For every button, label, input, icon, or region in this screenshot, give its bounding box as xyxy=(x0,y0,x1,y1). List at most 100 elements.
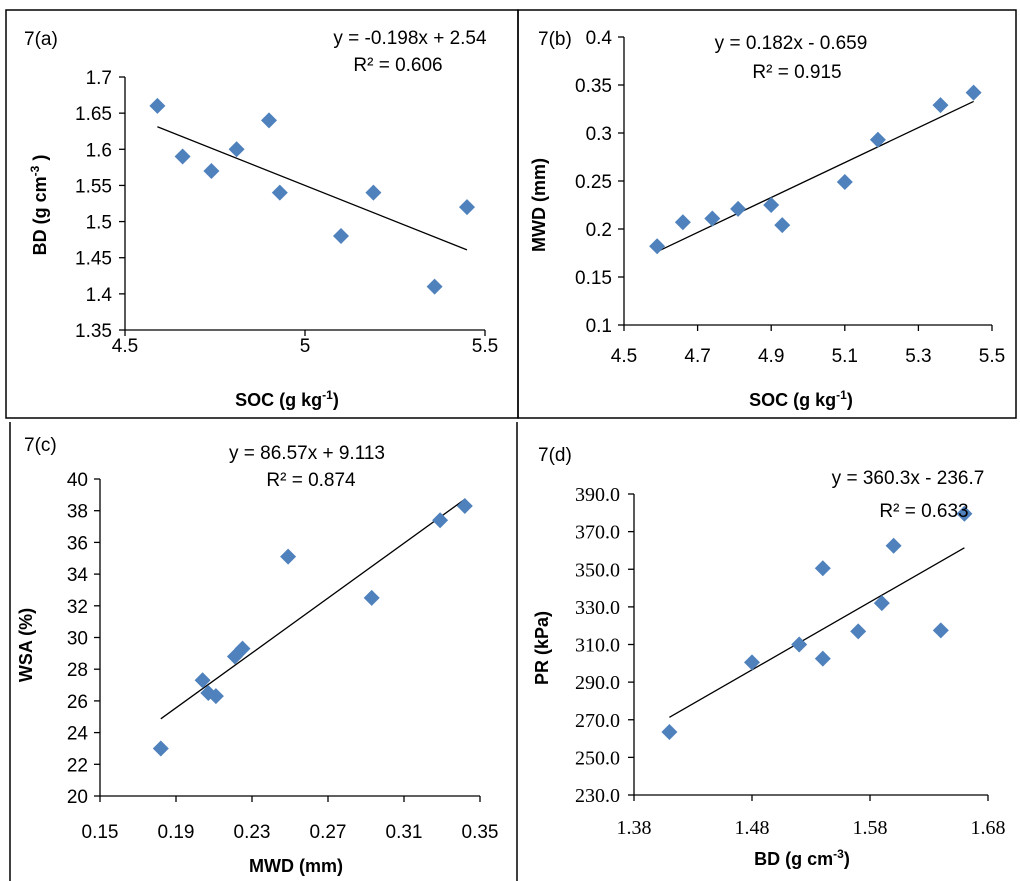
data-point xyxy=(873,595,890,612)
y-tick-label: 250.0 xyxy=(575,747,620,769)
y-tick-label: 1.7 xyxy=(86,68,112,89)
y-axis-title-text: MWD (mm) xyxy=(529,158,549,252)
x-axis-title: BD (g cm-3) xyxy=(754,847,850,869)
data-point xyxy=(174,148,191,165)
x-axis-title-end: ) xyxy=(844,849,850,869)
data-point xyxy=(234,640,251,657)
data-point xyxy=(744,654,760,671)
x-tick-label: 5.5 xyxy=(979,346,1005,367)
y-tick-label: 0.35 xyxy=(575,76,612,97)
y-tick-label: 1.35 xyxy=(75,321,112,342)
data-point xyxy=(194,672,211,689)
x-tick-label: 0.31 xyxy=(386,822,423,843)
y-tick-label: 1.6 xyxy=(86,140,112,161)
trendline xyxy=(157,126,468,251)
y-tick-label: 230.0 xyxy=(575,785,620,807)
y-tick-label: 0.15 xyxy=(575,268,612,289)
panel-label: 7(c) xyxy=(24,435,57,456)
y-axis-title: BD (g cm-3 ) xyxy=(28,155,50,256)
data-point xyxy=(956,505,973,522)
x-axis-title-sup: -3 xyxy=(833,847,844,861)
x-axis-title-text: SOC (g kg xyxy=(235,390,322,410)
trendline xyxy=(656,100,974,253)
x-tick-label: 1.48 xyxy=(735,817,770,839)
data-point xyxy=(704,210,721,227)
y-tick-label: 370.0 xyxy=(575,522,620,544)
trendline xyxy=(160,498,466,720)
y-tick-label: 30 xyxy=(67,629,88,650)
data-point xyxy=(271,184,288,201)
y-tick-label: 32 xyxy=(67,597,88,618)
data-point xyxy=(152,740,169,757)
x-tick-label: 1.58 xyxy=(853,817,888,839)
x-tick-label: 4.7 xyxy=(684,346,710,367)
trendline xyxy=(669,547,965,718)
x-axis-title-end: ) xyxy=(333,390,339,410)
x-tick-label: 4.9 xyxy=(758,346,784,367)
regression-equation: y = 0.182x - 0.659 xyxy=(715,33,868,54)
data-point xyxy=(885,537,902,554)
data-point xyxy=(791,636,808,653)
y-tick-label: 22 xyxy=(67,755,88,776)
data-point xyxy=(426,278,443,295)
x-tick-label: 0.15 xyxy=(82,822,119,843)
x-axis-title-text: BD (g cm xyxy=(754,849,833,869)
y-tick-label: 1.45 xyxy=(75,249,112,270)
panel-frame-b xyxy=(517,9,1017,419)
x-axis-title-text: SOC (g kg xyxy=(749,390,836,410)
data-point xyxy=(365,184,382,201)
data-point xyxy=(932,622,949,639)
x-axis-title: SOC (g kg-1) xyxy=(749,388,853,410)
x-axis-title-end: ) xyxy=(847,390,853,410)
y-tick-label: 390.0 xyxy=(575,484,620,506)
data-point xyxy=(456,497,473,514)
data-point xyxy=(814,560,831,577)
y-tick-label: 330.0 xyxy=(575,597,620,619)
y-axis-title: PR (kPa) xyxy=(532,611,552,685)
y-tick-label: 0.3 xyxy=(586,124,612,145)
x-axis-title-text: MWD (mm) xyxy=(249,856,343,876)
x-axis-title-sup: -1 xyxy=(836,388,847,402)
x-tick-label: 0.35 xyxy=(462,822,499,843)
data-point xyxy=(280,548,297,565)
y-tick-label: 0.4 xyxy=(586,28,613,49)
chart-panel-b: 0.1 0.15 0.2 0.25 0.3 0.35 0.4 4.5 4.7 4.9 5.1 5.3 5… xyxy=(529,28,1005,410)
y-axis-title: MWD (mm) xyxy=(529,158,549,252)
data-point xyxy=(774,217,791,234)
y-tick-label: 0.25 xyxy=(575,172,612,193)
x-tick-label: 1.38 xyxy=(617,817,652,839)
data-point xyxy=(869,131,886,148)
data-point xyxy=(814,650,831,667)
data-point xyxy=(333,228,349,245)
y-tick-label: 20 xyxy=(67,787,88,808)
x-axis-title: MWD (mm) xyxy=(249,856,343,876)
x-tick-label: 0.19 xyxy=(158,822,195,843)
data-point xyxy=(763,197,780,213)
chart-panel-d: 230.0 250.0 270.0 290.0 310.0 330.0 350.0 370.0… xyxy=(532,445,1006,869)
y-tick-label: 40 xyxy=(67,470,88,491)
y-axis-title-text: PR (kPa) xyxy=(532,611,552,685)
chart-panel-c: 20 22 24 26 28 30 32 34 36 38 40 0.15 0.19 0.23 0.27 0.… xyxy=(16,435,498,876)
data-point xyxy=(228,141,245,158)
y-axis-title-text: BD (g cm xyxy=(30,176,50,255)
data-point xyxy=(965,84,982,101)
x-tick-label: 5.5 xyxy=(472,336,498,357)
data-point xyxy=(363,589,380,606)
x-axis-title: SOC (g kg-1) xyxy=(235,388,339,410)
regression-equation: y = -0.198x + 2.54 xyxy=(333,28,487,49)
y-tick-label: 36 xyxy=(67,533,88,554)
y-tick-label: 1.5 xyxy=(86,213,112,234)
y-tick-label: 1.55 xyxy=(75,176,112,197)
y-tick-label: 26 xyxy=(67,692,88,713)
panel-label: 7(a) xyxy=(24,29,58,50)
r-squared-label: R² = 0.874 xyxy=(266,470,356,491)
x-tick-label: 5 xyxy=(300,336,311,357)
x-tick-label: 4.5 xyxy=(112,336,138,357)
data-point xyxy=(649,238,666,255)
data-point xyxy=(432,512,449,529)
regression-equation: y = 86.57x + 9.113 xyxy=(229,443,385,464)
data-point xyxy=(932,97,949,114)
data-point xyxy=(149,97,166,114)
y-axis-title-end: ) xyxy=(30,155,50,166)
